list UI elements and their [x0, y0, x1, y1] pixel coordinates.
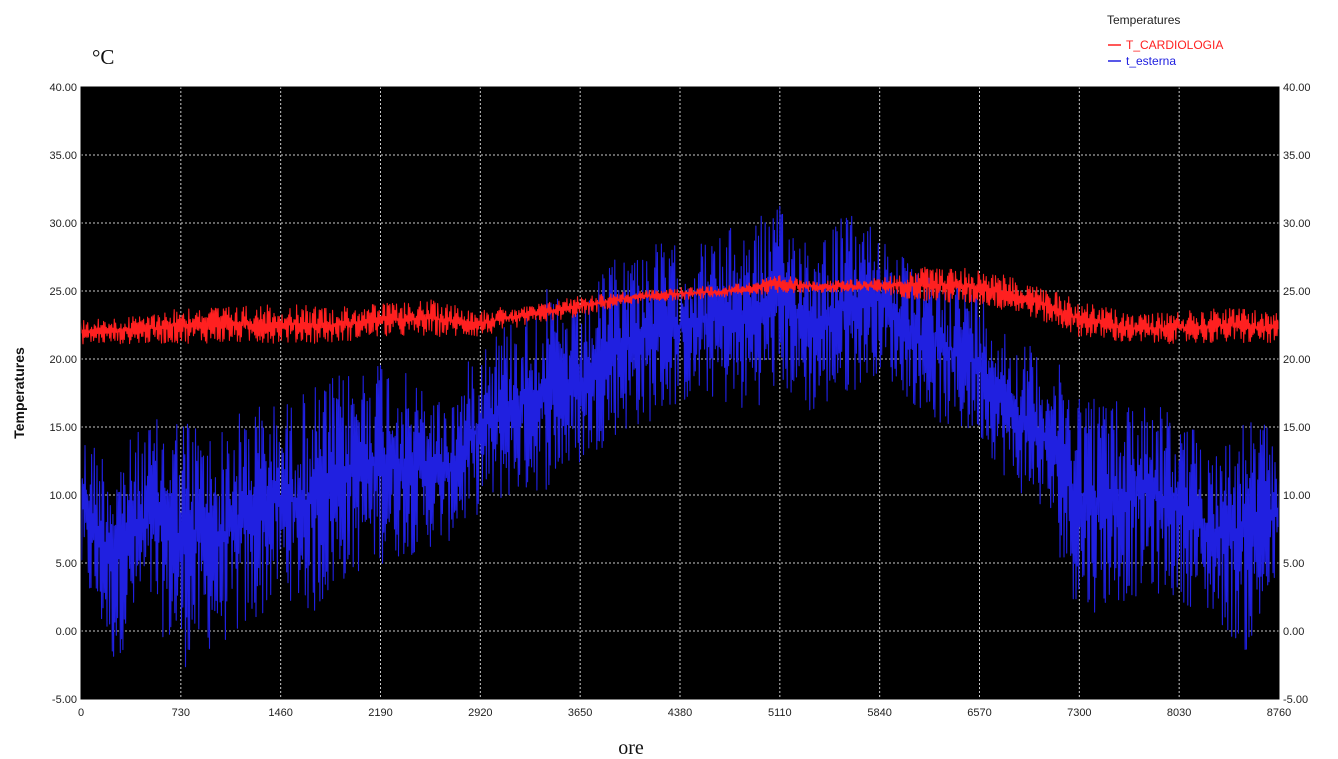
legend-entry-t-esterna: t_esterna	[1126, 54, 1176, 68]
x-tick-label: 6570	[967, 707, 991, 719]
x-tick-label: 8030	[1167, 707, 1191, 719]
x-tick-label: 5840	[867, 707, 891, 719]
y-tick-label-left: 35.00	[49, 150, 77, 162]
series-t-esterna	[80, 205, 1280, 668]
y-axis-label: Temperatures	[11, 347, 27, 439]
x-tick-label: 2190	[368, 707, 392, 719]
x-tick-label: 2920	[468, 707, 492, 719]
x-axis-label: ore	[618, 737, 644, 759]
legend-entry-t-cardiologia: T_CARDIOLOGIA	[1126, 38, 1223, 52]
series-line	[80, 266, 1280, 345]
y-tick-label-left: 15.00	[49, 422, 77, 434]
y-tick-label-left: 20.00	[49, 354, 77, 366]
y-tick-label-right: 40.00	[1283, 82, 1311, 94]
y-axis-right-ticks: -5.00 0.00 5.00 10.00 15.00 20.00 25.00 30.00 35…	[1283, 82, 1311, 706]
y-tick-label-right: 10.00	[1283, 490, 1311, 502]
y-tick-label-right: 25.00	[1283, 286, 1311, 298]
y-tick-label-left: 5.00	[56, 558, 77, 570]
y-tick-label-right: 35.00	[1283, 150, 1311, 162]
x-tick-label: 7300	[1067, 707, 1091, 719]
y-tick-label-right: 0.00	[1283, 626, 1304, 638]
y-tick-label-right: 5.00	[1283, 558, 1304, 570]
y-tick-label-right: -5.00	[1283, 694, 1308, 706]
x-tick-label: 3650	[568, 707, 592, 719]
series-layer	[80, 205, 1280, 668]
x-tick-label: 8760	[1267, 707, 1291, 719]
plot-frame	[80, 86, 1280, 700]
legend-title: Temperatures	[1107, 13, 1180, 27]
y-tick-label-right: 30.00	[1283, 218, 1311, 230]
y-tick-label-right: 20.00	[1283, 354, 1311, 366]
x-tick-label: 730	[172, 707, 190, 719]
x-tick-label: 5110	[768, 707, 792, 719]
x-tick-label: 1460	[268, 707, 292, 719]
y-tick-label-left: 40.00	[49, 82, 77, 94]
y-tick-label-left: 25.00	[49, 286, 77, 298]
series-t-cardiologia	[80, 266, 1280, 345]
x-tick-label: 0	[78, 707, 84, 719]
y-tick-label-left: -5.00	[52, 694, 77, 706]
y-tick-label-right: 15.00	[1283, 422, 1311, 434]
y-tick-label-left: 30.00	[49, 218, 77, 230]
y-axis-left-ticks: -5.00 0.00 5.00 10.00 15.00 20.00 25.00 30.00 35…	[49, 82, 77, 706]
x-tick-label: 4380	[668, 707, 692, 719]
y-tick-label-left: 0.00	[56, 626, 77, 638]
legend: Temperatures T_CARDIOLOGIA t_esterna	[1107, 13, 1223, 68]
y-unit-label: °C	[92, 45, 114, 69]
y-tick-label-left: 10.00	[49, 490, 77, 502]
x-axis-ticks: 0 730 1460 2190 2920 3650 4380 5110 5840 6570 7300…	[78, 707, 1291, 719]
series-line	[80, 205, 1280, 668]
